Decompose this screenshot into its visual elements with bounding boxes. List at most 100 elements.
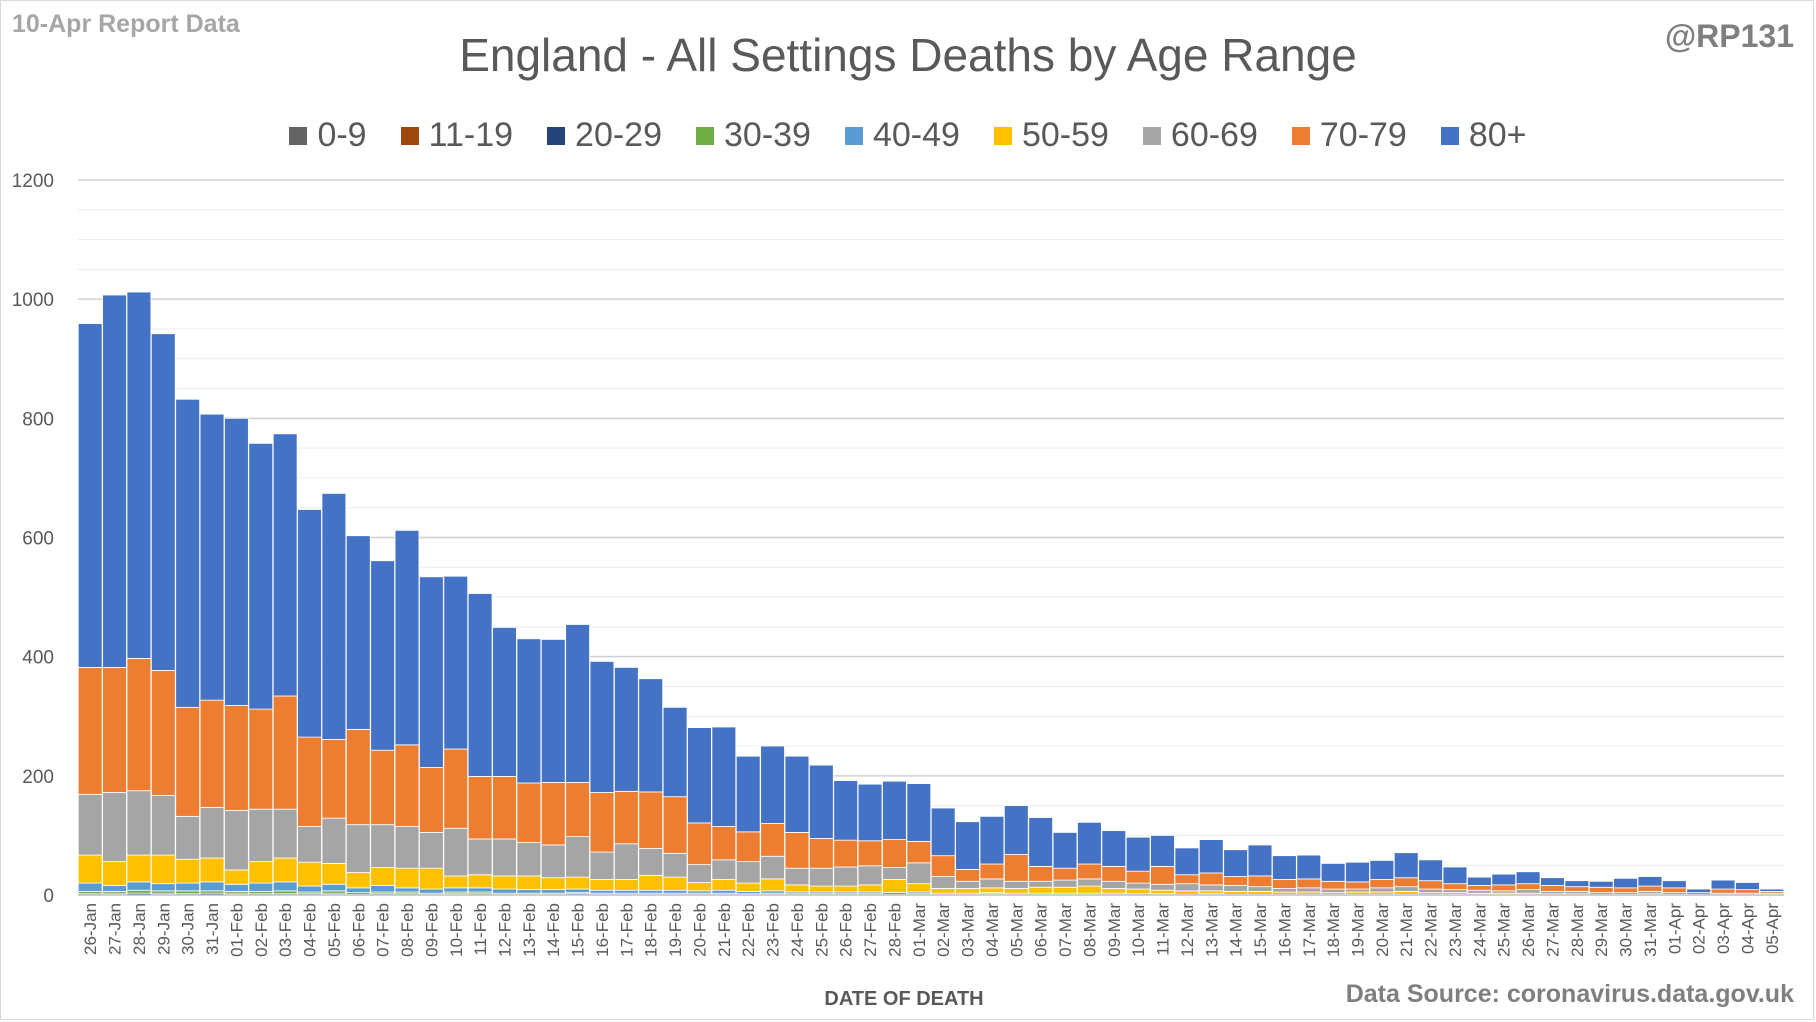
x-tick-label: 02-Apr — [1690, 903, 1709, 954]
bar-stack — [467, 593, 493, 896]
bar-stack — [443, 575, 469, 896]
bar-segment — [1296, 887, 1322, 893]
bar-segment — [1101, 888, 1127, 894]
bar-segment — [1369, 860, 1395, 880]
y-tick-label: 600 — [22, 529, 54, 550]
bar-segment — [1418, 859, 1443, 882]
bar-segment — [224, 809, 249, 871]
legend-label: 60-69 — [1170, 116, 1258, 154]
bar-stack — [1442, 866, 1468, 896]
bar-segment — [150, 883, 176, 892]
bar-segment — [614, 666, 639, 792]
x-tick-label: 08-Feb — [398, 903, 417, 957]
x-tick-label: 11-Mar — [1154, 903, 1173, 956]
bar-segment — [492, 875, 517, 890]
bar-segment — [345, 728, 371, 826]
x-tick-label: 28-Mar — [1568, 903, 1587, 957]
bar-stack — [1515, 871, 1541, 896]
bar-stack — [77, 323, 103, 896]
bar-segment — [297, 509, 322, 738]
bar-segment — [833, 780, 859, 841]
bar-segment — [1369, 879, 1395, 889]
bar-stack — [955, 821, 980, 896]
bar-segment — [248, 882, 274, 892]
bar-segment — [540, 638, 566, 783]
bar-segment — [638, 889, 664, 894]
bar-stack — [882, 780, 907, 896]
bar-segment — [662, 852, 688, 878]
x-tick-label: 06-Mar — [1032, 903, 1051, 957]
x-tick-label: 18-Feb — [642, 903, 661, 957]
x-tick-label: 03-Feb — [276, 903, 295, 957]
bar-segment — [1686, 888, 1712, 894]
bar-stack — [1613, 877, 1638, 896]
x-tick-label: 11-Feb — [471, 903, 490, 956]
bar-segment — [370, 885, 395, 893]
bar-segment — [1345, 861, 1370, 883]
bar-segment — [906, 883, 932, 893]
bar-segment — [1515, 889, 1541, 894]
bar-segment — [857, 840, 883, 867]
bar-segment — [1198, 839, 1224, 874]
legend-label: 20-29 — [575, 116, 662, 154]
bar-segment — [1174, 883, 1200, 892]
bar-segment — [687, 727, 712, 824]
bar-segment — [1272, 888, 1297, 893]
x-tick-label: 05-Apr — [1763, 903, 1782, 954]
bar-segment — [540, 781, 566, 846]
bar-segment — [930, 888, 956, 894]
x-tick-label: 27-Jan — [106, 903, 125, 955]
x-tick-label: 14-Mar — [1227, 903, 1246, 957]
legend-swatch — [289, 126, 308, 145]
bar-segment — [735, 755, 761, 833]
x-tick-label: 16-Feb — [593, 903, 612, 957]
bar-segment — [102, 666, 127, 793]
bar-segment — [248, 442, 274, 710]
bar-stack — [370, 560, 395, 896]
bar-segment — [1710, 888, 1736, 894]
x-tick-label: 24-Mar — [1470, 903, 1489, 957]
bar-segment — [979, 863, 1005, 880]
bar-segment — [272, 433, 298, 697]
report-date-note: 10-Apr Report Data — [12, 10, 240, 38]
bar-stack — [516, 638, 542, 896]
legend-swatch — [1142, 126, 1161, 145]
bar-segment — [882, 867, 907, 880]
legend-item-2: 20-29 — [547, 116, 662, 155]
bar-segment — [1467, 885, 1492, 891]
bar-segment — [565, 781, 590, 838]
bar-segment — [808, 885, 834, 893]
bar-segment — [321, 739, 347, 819]
bar-segment — [394, 867, 420, 889]
bar-stack — [199, 413, 225, 896]
x-tick-label: 25-Feb — [812, 903, 831, 957]
bar-segment — [297, 861, 322, 887]
bar-segment — [614, 843, 639, 880]
bar-segment — [1223, 876, 1248, 886]
bar-segment — [394, 887, 420, 893]
bar-stack — [1320, 863, 1346, 896]
legend-item-5: 50-59 — [993, 116, 1109, 155]
bar-stack — [662, 706, 688, 896]
x-tick-label: 29-Mar — [1592, 903, 1611, 957]
bar-stack — [1028, 817, 1054, 896]
bar-segment — [808, 867, 834, 887]
bar-segment — [516, 875, 542, 891]
bar-segment — [175, 398, 201, 708]
bar-stack — [224, 417, 249, 896]
bar-stack — [102, 294, 127, 896]
x-tick-label: 20-Mar — [1373, 903, 1392, 957]
bar-stack — [175, 398, 201, 896]
bar-segment — [443, 575, 469, 750]
x-tick-label: 31-Jan — [203, 903, 222, 955]
bar-segment — [687, 882, 712, 892]
bar-segment — [467, 593, 493, 777]
x-tick-label: 05-Mar — [1007, 903, 1026, 957]
bar-stack — [1710, 879, 1736, 896]
bar-stack — [906, 783, 932, 896]
bar-segment — [565, 624, 590, 783]
bar-stack — [492, 627, 517, 896]
x-tick-label: 31-Mar — [1641, 903, 1660, 957]
x-tick-label: 15-Mar — [1251, 903, 1270, 957]
